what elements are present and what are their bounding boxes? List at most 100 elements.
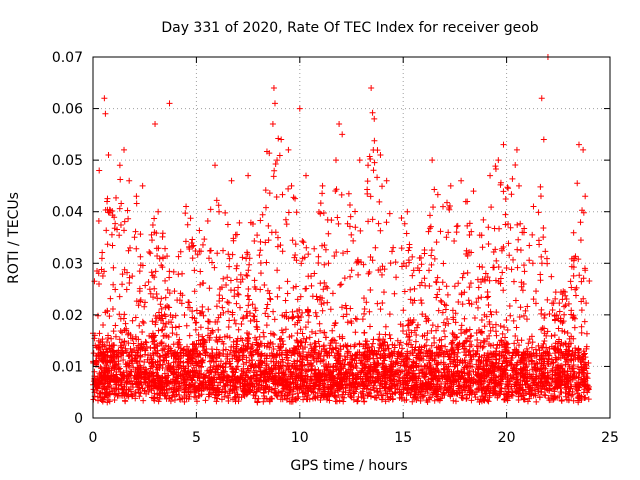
data-point	[536, 347, 543, 354]
data-point	[97, 380, 104, 387]
data-point	[134, 386, 141, 393]
data-point	[543, 379, 550, 386]
data-point	[430, 204, 437, 211]
data-point	[387, 335, 394, 342]
data-point	[271, 376, 278, 383]
data-point	[579, 366, 586, 373]
data-point	[140, 397, 147, 404]
data-point	[228, 343, 235, 350]
data-point	[315, 259, 322, 266]
data-point	[324, 378, 331, 385]
data-point	[168, 353, 175, 360]
data-point	[122, 347, 129, 354]
data-point	[125, 215, 132, 222]
data-point	[180, 375, 187, 382]
data-point	[488, 204, 495, 211]
data-point	[288, 373, 295, 380]
data-point	[90, 350, 97, 357]
data-point	[529, 231, 536, 238]
data-point	[121, 338, 128, 345]
data-point	[540, 234, 547, 241]
data-point	[535, 209, 542, 216]
data-point	[304, 357, 311, 364]
data-point	[466, 284, 473, 291]
data-point	[458, 326, 465, 333]
data-point	[329, 382, 336, 389]
data-point	[139, 329, 146, 336]
data-point	[500, 188, 507, 195]
data-point	[98, 350, 105, 357]
data-point	[156, 255, 163, 262]
data-point	[257, 359, 264, 366]
data-point	[132, 314, 139, 321]
data-point	[254, 232, 261, 239]
data-point	[331, 352, 338, 359]
data-point	[450, 387, 457, 394]
data-point	[383, 363, 390, 370]
data-point	[307, 341, 314, 348]
data-point	[143, 339, 150, 346]
data-point	[311, 373, 318, 380]
data-point	[566, 363, 573, 370]
data-point	[544, 328, 551, 335]
data-point	[540, 225, 547, 232]
data-point	[509, 349, 516, 356]
data-point	[528, 357, 535, 364]
data-point	[331, 377, 338, 384]
data-point	[197, 281, 204, 288]
data-point	[495, 380, 502, 387]
data-point	[532, 300, 539, 307]
data-point	[377, 340, 384, 347]
data-point	[484, 274, 491, 281]
data-point	[219, 386, 226, 393]
data-point	[454, 333, 461, 340]
data-point	[431, 374, 438, 381]
data-point	[143, 343, 150, 350]
data-point	[90, 396, 97, 403]
data-point	[537, 388, 544, 395]
data-point	[456, 382, 463, 389]
data-point	[111, 397, 118, 404]
data-point	[247, 310, 254, 317]
data-point	[215, 369, 222, 376]
data-point	[554, 394, 561, 401]
data-point	[467, 333, 474, 340]
data-point	[583, 365, 590, 372]
data-point	[132, 373, 139, 380]
data-point	[315, 209, 322, 216]
data-point	[251, 284, 258, 291]
data-point	[303, 382, 310, 389]
data-point	[359, 316, 366, 323]
data-point	[271, 389, 278, 396]
data-point	[497, 179, 504, 186]
data-point	[405, 341, 412, 348]
data-point	[295, 393, 302, 400]
data-point	[512, 379, 519, 386]
data-point	[199, 303, 206, 310]
data-point	[274, 243, 281, 250]
data-point	[382, 398, 389, 405]
data-point	[527, 385, 534, 392]
data-point	[135, 342, 142, 349]
data-point	[363, 299, 370, 306]
data-point	[353, 316, 360, 323]
data-point	[478, 316, 485, 323]
data-point	[336, 386, 343, 393]
data-point	[289, 308, 296, 315]
data-point	[225, 251, 232, 258]
data-point	[251, 238, 258, 245]
data-point	[232, 380, 239, 387]
data-point	[110, 342, 117, 349]
data-point	[249, 357, 256, 364]
data-point	[292, 375, 299, 382]
data-point	[352, 208, 359, 215]
data-point	[564, 329, 571, 336]
data-point	[443, 302, 450, 309]
data-point	[514, 337, 521, 344]
data-point	[189, 377, 196, 384]
data-point	[303, 244, 310, 251]
data-point	[545, 352, 552, 359]
data-point	[262, 384, 269, 391]
data-point	[406, 259, 413, 266]
data-point	[298, 260, 305, 267]
